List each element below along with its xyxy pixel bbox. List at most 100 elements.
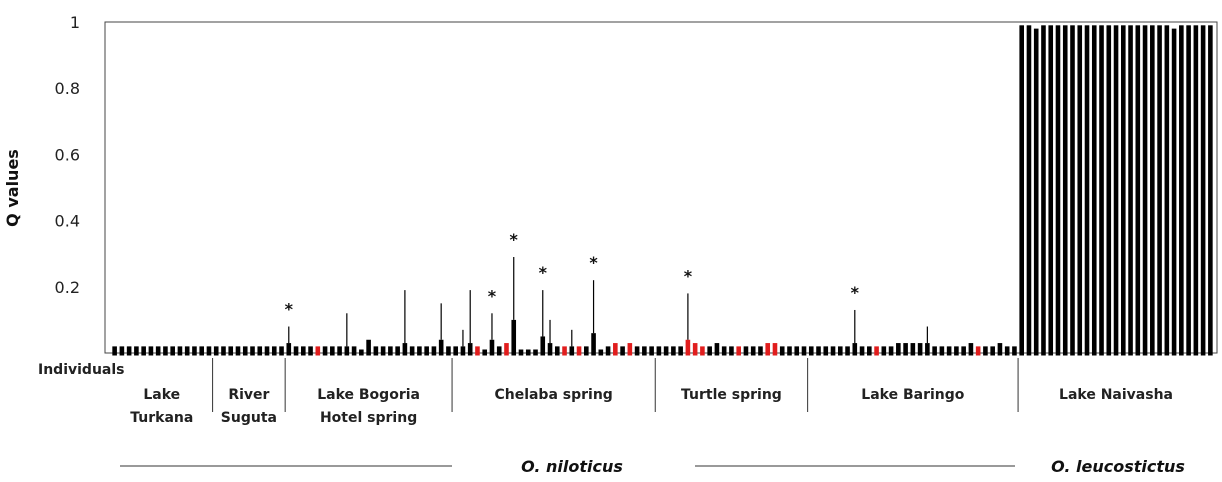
bar xyxy=(874,346,879,356)
bar xyxy=(409,346,415,356)
bar xyxy=(177,346,183,356)
species-label: O. niloticus xyxy=(521,457,623,476)
bar xyxy=(1019,25,1025,356)
bar xyxy=(1077,25,1083,356)
group-label: Lake Bogoria xyxy=(317,387,420,403)
group-label: Lake Naivasha xyxy=(1059,387,1173,403)
bar xyxy=(431,346,437,356)
bar xyxy=(961,346,966,356)
bar xyxy=(1179,25,1184,356)
bar xyxy=(417,346,422,356)
significance-star: * xyxy=(851,283,860,302)
bar xyxy=(453,346,458,356)
bar xyxy=(1200,25,1206,356)
bar xyxy=(852,343,858,356)
bar xyxy=(794,346,800,356)
bar xyxy=(221,346,226,356)
bar xyxy=(1135,25,1141,356)
group-label: Hotel spring xyxy=(320,410,417,426)
bar xyxy=(213,346,219,356)
bar xyxy=(837,346,843,356)
bar xyxy=(1128,25,1133,356)
bar xyxy=(293,346,299,356)
bar xyxy=(903,343,908,356)
bar xyxy=(830,346,836,356)
group-label: Turkana xyxy=(130,410,193,426)
y-tick-label: 0.4 xyxy=(55,212,80,231)
bar xyxy=(1055,25,1061,356)
bar xyxy=(1070,25,1075,356)
bar xyxy=(939,346,945,356)
bar xyxy=(649,346,654,356)
bar xyxy=(685,339,691,356)
bar xyxy=(584,346,589,356)
bar xyxy=(707,346,712,356)
bar xyxy=(779,346,785,356)
bar xyxy=(1142,25,1148,356)
bar xyxy=(1062,25,1068,356)
bar xyxy=(438,339,444,356)
bar xyxy=(482,349,488,356)
bar xyxy=(975,346,981,356)
significance-star: * xyxy=(285,300,294,319)
bar xyxy=(112,346,117,356)
bar xyxy=(997,343,1003,356)
bar xyxy=(228,346,234,356)
bar xyxy=(1208,25,1213,356)
bar xyxy=(743,346,749,356)
bar xyxy=(504,343,509,356)
group-labels: Lake Turkana River Suguta Lake Bogoria Hotel … xyxy=(130,358,1173,426)
bar xyxy=(823,346,829,356)
bar xyxy=(192,346,197,356)
bar xyxy=(525,349,531,356)
bar xyxy=(402,343,408,356)
bar xyxy=(119,346,125,356)
bar xyxy=(446,346,451,356)
bar xyxy=(1120,25,1126,356)
bar xyxy=(264,346,270,356)
bar xyxy=(518,349,524,356)
bar xyxy=(1106,25,1112,356)
significance-star: * xyxy=(510,230,519,249)
group-label: Suguta xyxy=(221,410,277,426)
bar xyxy=(286,343,292,356)
bar xyxy=(772,343,778,356)
bar xyxy=(337,346,342,356)
bar xyxy=(467,343,473,356)
y-tick-label: 1 xyxy=(70,13,80,32)
bar xyxy=(373,346,379,356)
bar xyxy=(765,343,771,356)
bar xyxy=(134,346,139,356)
bar xyxy=(489,339,495,356)
bar xyxy=(1033,28,1039,356)
group-label: Lake Baringo xyxy=(861,387,964,403)
bar xyxy=(279,346,284,356)
bar xyxy=(163,346,168,356)
bar xyxy=(845,346,850,356)
bar xyxy=(605,346,611,356)
group-label: Lake xyxy=(143,387,180,403)
significance-star: * xyxy=(589,253,598,272)
bar xyxy=(620,346,625,356)
group-label: Chelaba spring xyxy=(494,387,612,403)
bar xyxy=(736,346,741,356)
bar xyxy=(155,346,161,356)
bar xyxy=(344,346,350,356)
bar xyxy=(758,346,763,356)
bar xyxy=(816,346,821,356)
bar xyxy=(554,346,560,356)
bar xyxy=(881,346,887,356)
bar xyxy=(496,346,502,356)
bar xyxy=(1048,25,1054,356)
bar xyxy=(808,346,814,356)
bar xyxy=(896,343,901,356)
bar xyxy=(1113,25,1119,356)
bar xyxy=(359,349,364,356)
bar xyxy=(671,346,676,356)
bar xyxy=(1091,25,1097,356)
bars-layer: * * * * * * * xyxy=(112,25,1213,356)
bar xyxy=(257,346,263,356)
bar xyxy=(888,346,894,356)
bar xyxy=(540,336,546,356)
bar xyxy=(1171,28,1177,356)
